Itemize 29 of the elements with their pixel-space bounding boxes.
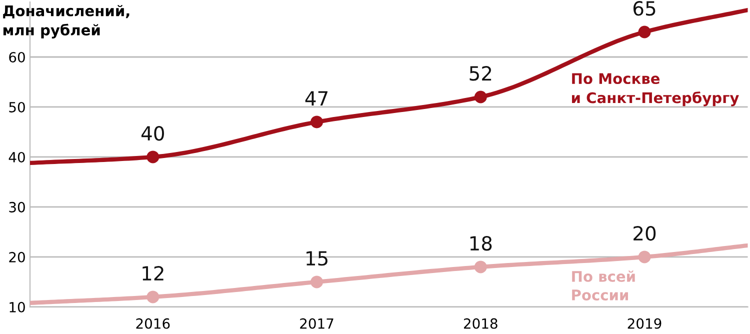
data-label: 18 [470,236,492,251]
data-label: 20 [634,226,656,241]
y-axis-title: Доначислений, млн рублей [3,4,130,38]
point [146,290,160,304]
data-label: 47 [305,91,328,106]
x-tick-label: 2019 [628,318,662,329]
data-label: 65 [634,1,656,16]
data-label: 15 [306,251,328,266]
x-tick-label: 2016 [136,318,170,329]
y-tick-label: 10 [10,302,25,312]
y-tick-label: 60 [9,52,25,62]
x-tick-label: 2017 [300,318,334,329]
data-label: 12 [142,266,164,280]
point [474,90,487,104]
point [310,116,324,128]
point [310,276,324,288]
series-label: По Москве и Санкт-Петербургу [572,73,739,106]
point [146,150,160,164]
series-label: По всей России [572,270,635,300]
point [474,260,487,274]
x-tick-label: 2018 [464,318,498,329]
y-tick-label: 30 [9,202,25,212]
y-tick-label: 50 [9,102,25,112]
y-tick-label: 20 [9,252,25,262]
point [638,26,651,38]
y-tick-label: 40 [8,152,25,162]
point [638,250,651,264]
data-label: 52 [470,66,492,81]
data-label: 40 [141,126,164,141]
